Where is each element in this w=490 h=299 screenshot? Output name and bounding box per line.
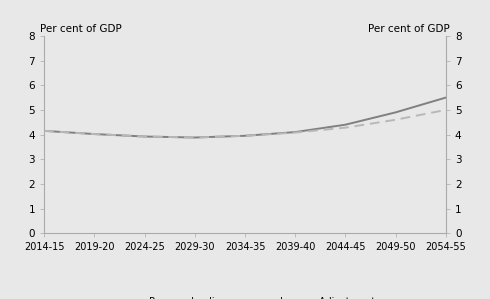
Legend: Proposed policy, Income Adjustment: Proposed policy, Income Adjustment bbox=[111, 293, 379, 299]
Text: Per cent of GDP: Per cent of GDP bbox=[368, 24, 450, 34]
Text: Per cent of GDP: Per cent of GDP bbox=[40, 24, 122, 34]
